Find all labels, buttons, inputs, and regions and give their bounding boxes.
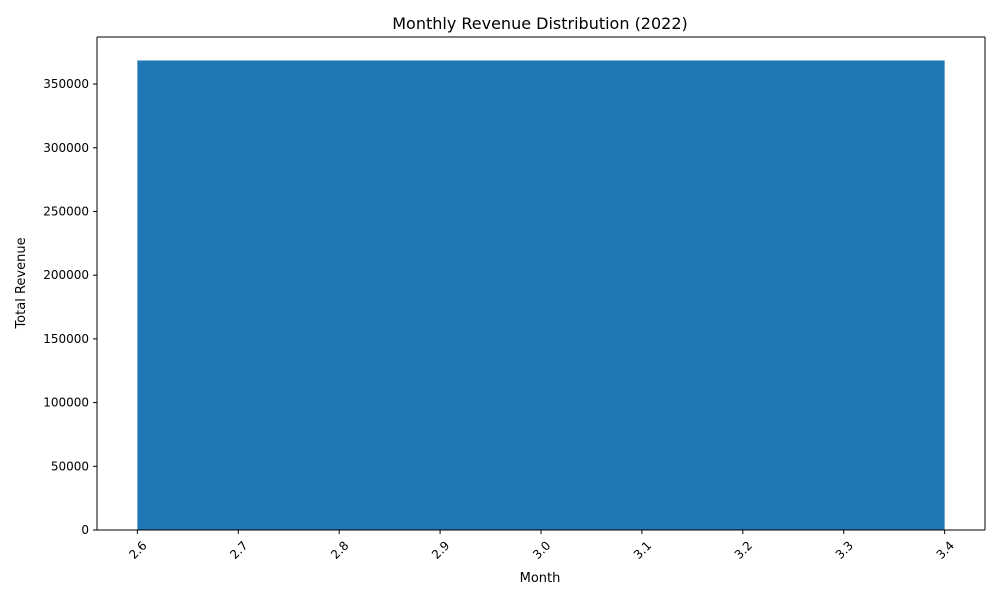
y-tick-label: 100000 xyxy=(43,396,89,410)
y-axis-label: Total Revenue xyxy=(14,237,29,329)
bar-0 xyxy=(137,60,945,530)
chart-title: Monthly Revenue Distribution (2022) xyxy=(392,14,688,33)
y-tick-label: 150000 xyxy=(43,332,89,346)
y-ticks-layer: 0 50000 100000 150000 200000 250000 300000 3500… xyxy=(43,77,97,537)
y-tick-label: 0 xyxy=(81,523,89,537)
bars-layer xyxy=(137,60,945,530)
y-tick-label: 200000 xyxy=(43,268,89,282)
x-axis-label: Month xyxy=(520,571,561,586)
y-tick-label: 350000 xyxy=(43,77,89,91)
y-tick-label: 300000 xyxy=(43,141,89,155)
y-tick-label: 50000 xyxy=(51,459,89,473)
y-tick-label: 250000 xyxy=(43,204,89,218)
